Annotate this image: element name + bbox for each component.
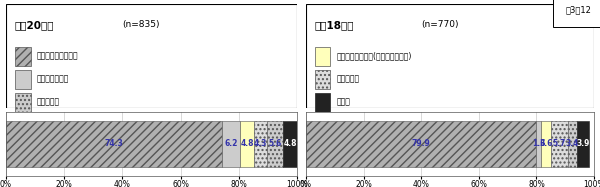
Text: 1.6: 1.6 <box>532 140 545 148</box>
Bar <box>536 121 541 167</box>
Bar <box>6 121 222 167</box>
Text: 平成20年度: 平成20年度 <box>15 20 54 30</box>
Text: 平成18年度: 平成18年度 <box>314 20 354 30</box>
Bar <box>306 121 536 167</box>
Bar <box>551 121 568 167</box>
Bar <box>267 121 283 167</box>
Text: 74.3: 74.3 <box>105 140 124 148</box>
Text: その他: その他 <box>336 98 350 107</box>
FancyBboxPatch shape <box>306 4 594 108</box>
Text: 3.6: 3.6 <box>539 140 553 148</box>
FancyBboxPatch shape <box>15 70 31 89</box>
Text: 家族・親族: 家族・親族 <box>37 98 59 107</box>
Bar <box>254 121 267 167</box>
Text: (n=770): (n=770) <box>421 20 459 29</box>
Bar <box>541 121 551 167</box>
Text: 5.7: 5.7 <box>553 140 566 148</box>
Text: 3.9: 3.9 <box>576 140 590 148</box>
Bar <box>222 121 240 167</box>
Text: 4.3: 4.3 <box>254 140 267 148</box>
FancyBboxPatch shape <box>314 47 331 65</box>
FancyBboxPatch shape <box>314 93 331 112</box>
Text: 5.6: 5.6 <box>268 140 281 148</box>
Text: 図3－12: 図3－12 <box>565 6 591 15</box>
Text: 近所・地域の人: 近所・地域の人 <box>37 75 69 84</box>
Bar <box>240 121 254 167</box>
Text: 79.9: 79.9 <box>412 140 430 148</box>
Bar <box>568 121 577 167</box>
FancyBboxPatch shape <box>314 70 331 89</box>
Bar <box>283 121 297 167</box>
FancyBboxPatch shape <box>15 93 31 112</box>
Text: 3.4: 3.4 <box>566 140 579 148</box>
Text: 4.8: 4.8 <box>241 140 254 148</box>
Text: 面識のなかった他人: 面識のなかった他人 <box>37 52 78 61</box>
Text: 4.8: 4.8 <box>283 140 297 148</box>
Text: 学校・職場関係者(上司や同僚など): 学校・職場関係者(上司や同僚など) <box>336 52 412 61</box>
FancyBboxPatch shape <box>15 47 31 65</box>
Text: 友人・知人: 友人・知人 <box>336 75 359 84</box>
Text: 6.2: 6.2 <box>224 140 238 148</box>
Text: (n=835): (n=835) <box>122 20 160 29</box>
Bar <box>577 121 589 167</box>
FancyBboxPatch shape <box>6 4 297 108</box>
